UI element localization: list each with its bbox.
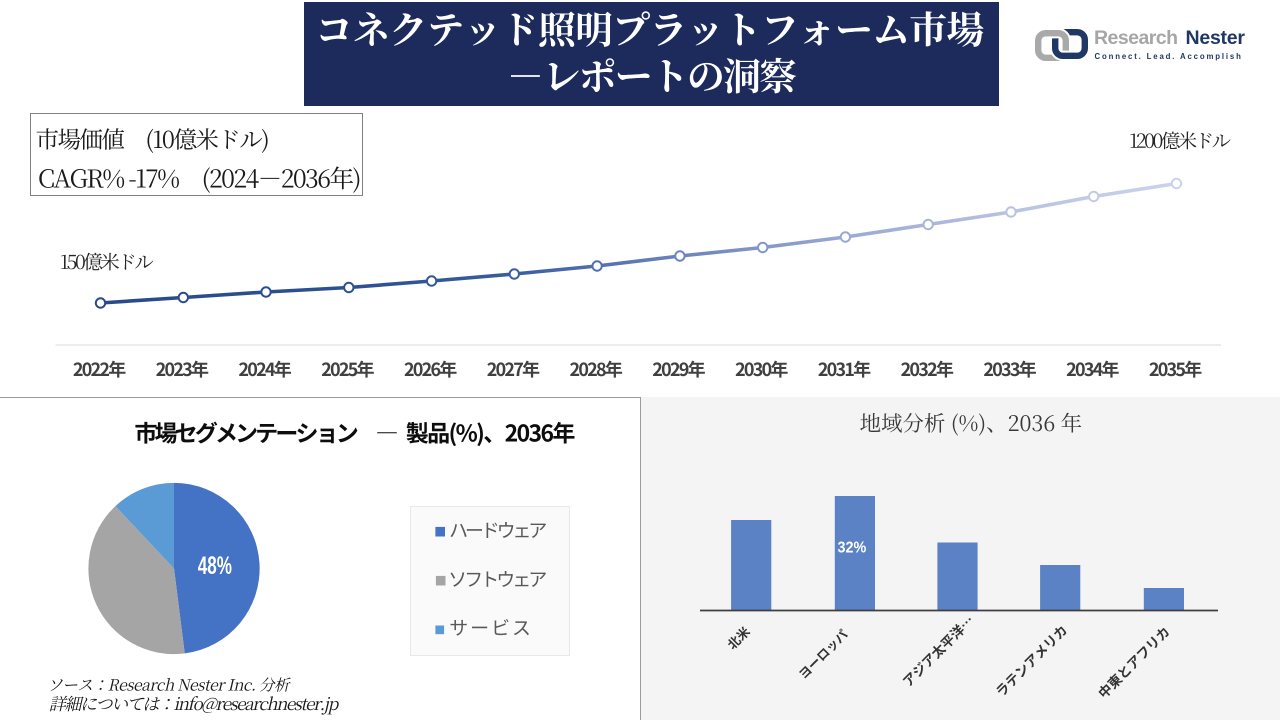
- svg-text:Nester: Nester: [1186, 27, 1246, 49]
- svg-text:Research: Research: [1094, 27, 1178, 49]
- svg-text:32%: 32%: [838, 540, 867, 557]
- svg-text:48%: 48%: [198, 552, 232, 580]
- svg-text:Connect. Lead. Accomplish: Connect. Lead. Accomplish: [1095, 52, 1243, 61]
